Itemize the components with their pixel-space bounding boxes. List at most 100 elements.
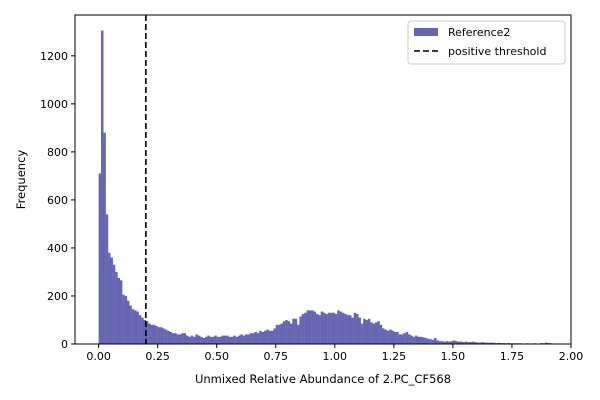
histogram-bar bbox=[98, 173, 102, 344]
histogram-bar bbox=[237, 335, 241, 344]
histogram-bar bbox=[372, 323, 376, 344]
histogram-bar bbox=[445, 341, 449, 344]
histogram-bar bbox=[285, 319, 288, 344]
histogram-bar bbox=[315, 313, 319, 344]
histogram-bar bbox=[467, 342, 470, 344]
histogram-bar bbox=[171, 333, 175, 344]
histogram-bar bbox=[358, 317, 361, 344]
histogram-bar bbox=[490, 342, 494, 344]
histogram-bar bbox=[136, 311, 139, 344]
histogram-bar bbox=[200, 336, 203, 344]
histogram-bar bbox=[382, 328, 385, 344]
histogram-bar bbox=[112, 264, 116, 344]
histogram-bar bbox=[389, 329, 392, 344]
histogram-bar bbox=[289, 323, 293, 344]
x-tick-label: 1.25 bbox=[382, 350, 407, 363]
y-tick-label: 0 bbox=[61, 338, 68, 351]
histogram-bar bbox=[221, 335, 224, 344]
histogram-bar bbox=[365, 319, 369, 344]
histogram-bar bbox=[271, 330, 274, 344]
histogram-bar bbox=[424, 338, 428, 344]
histogram-bar bbox=[252, 333, 255, 344]
histogram-bar bbox=[268, 330, 272, 344]
histogram-bar bbox=[105, 214, 109, 344]
histogram-bar bbox=[108, 252, 111, 344]
histogram-bar bbox=[256, 333, 260, 344]
histogram-bar bbox=[353, 312, 357, 344]
histogram-bar bbox=[476, 342, 480, 344]
histogram-bar bbox=[363, 318, 366, 344]
histogram-bar bbox=[266, 329, 269, 344]
histogram-bar bbox=[207, 335, 210, 344]
histogram-bar bbox=[155, 325, 158, 344]
legend-label-reference2: Reference2 bbox=[448, 26, 510, 39]
histogram-bar bbox=[434, 338, 437, 344]
histogram-bar bbox=[400, 334, 404, 344]
histogram-bar bbox=[403, 333, 406, 344]
histogram-bar bbox=[226, 335, 229, 344]
histogram-bar bbox=[280, 323, 283, 344]
histogram-bar bbox=[273, 328, 276, 344]
histogram-bar bbox=[334, 313, 338, 344]
histogram-bar bbox=[408, 334, 411, 344]
histogram-bar bbox=[247, 334, 250, 344]
histogram-bar bbox=[471, 341, 475, 344]
histogram-bar bbox=[167, 330, 170, 344]
histogram-bar bbox=[150, 324, 154, 344]
histogram-bar bbox=[348, 315, 352, 344]
histogram-bar bbox=[377, 321, 380, 344]
histogram-bar bbox=[478, 342, 482, 344]
histogram-bar bbox=[469, 342, 472, 344]
histogram-bar bbox=[143, 319, 147, 344]
histogram-bar bbox=[129, 305, 132, 344]
histogram-bar bbox=[344, 313, 347, 344]
histogram-bar bbox=[233, 335, 236, 344]
histogram-bar bbox=[275, 324, 279, 344]
histogram-bar bbox=[214, 335, 217, 344]
histogram-bar bbox=[202, 338, 206, 344]
histogram-bar bbox=[115, 271, 118, 344]
histogram-bar bbox=[356, 313, 359, 344]
histogram-bar bbox=[323, 312, 326, 344]
histogram-bar bbox=[488, 342, 491, 344]
histogram-bar bbox=[360, 323, 364, 344]
histogram-bar bbox=[415, 335, 418, 344]
histogram-bar bbox=[190, 335, 194, 344]
histogram-bar bbox=[304, 312, 307, 344]
histogram-bar bbox=[327, 312, 331, 344]
histogram-bar bbox=[450, 341, 454, 344]
histogram-bar bbox=[157, 327, 161, 344]
histogram-bar bbox=[211, 336, 215, 344]
histogram-bar bbox=[391, 330, 395, 344]
histogram-bar bbox=[100, 30, 104, 345]
histogram-bar bbox=[219, 336, 222, 344]
histogram-bar bbox=[209, 336, 213, 344]
histogram-bars bbox=[98, 30, 572, 345]
histogram-bar bbox=[367, 318, 371, 344]
histogram-bar bbox=[396, 331, 399, 344]
histogram-bar bbox=[122, 294, 125, 344]
histogram-bar bbox=[110, 257, 113, 344]
histogram-bar bbox=[134, 310, 137, 344]
x-tick-label: 0.00 bbox=[86, 350, 111, 363]
legend: Reference2 positive threshold bbox=[407, 20, 566, 65]
histogram-bar bbox=[197, 335, 201, 344]
histogram-bar bbox=[254, 331, 258, 344]
histogram-bar bbox=[287, 321, 291, 344]
histogram-bar bbox=[320, 311, 324, 344]
histogram-bar bbox=[235, 336, 239, 344]
histogram-bar bbox=[441, 341, 444, 344]
histogram-bar bbox=[429, 339, 432, 344]
histogram-bar bbox=[431, 339, 435, 344]
y-tick-label: 200 bbox=[47, 290, 68, 303]
histogram-bar bbox=[459, 341, 463, 344]
histogram-bar bbox=[204, 336, 208, 344]
histogram-bar bbox=[148, 323, 151, 344]
histogram-bar bbox=[462, 342, 465, 344]
histogram-bar bbox=[410, 335, 413, 344]
histogram-bar bbox=[419, 336, 423, 344]
histogram-bar bbox=[448, 341, 451, 344]
histogram-bar bbox=[297, 324, 300, 344]
histogram-bar bbox=[178, 334, 182, 344]
